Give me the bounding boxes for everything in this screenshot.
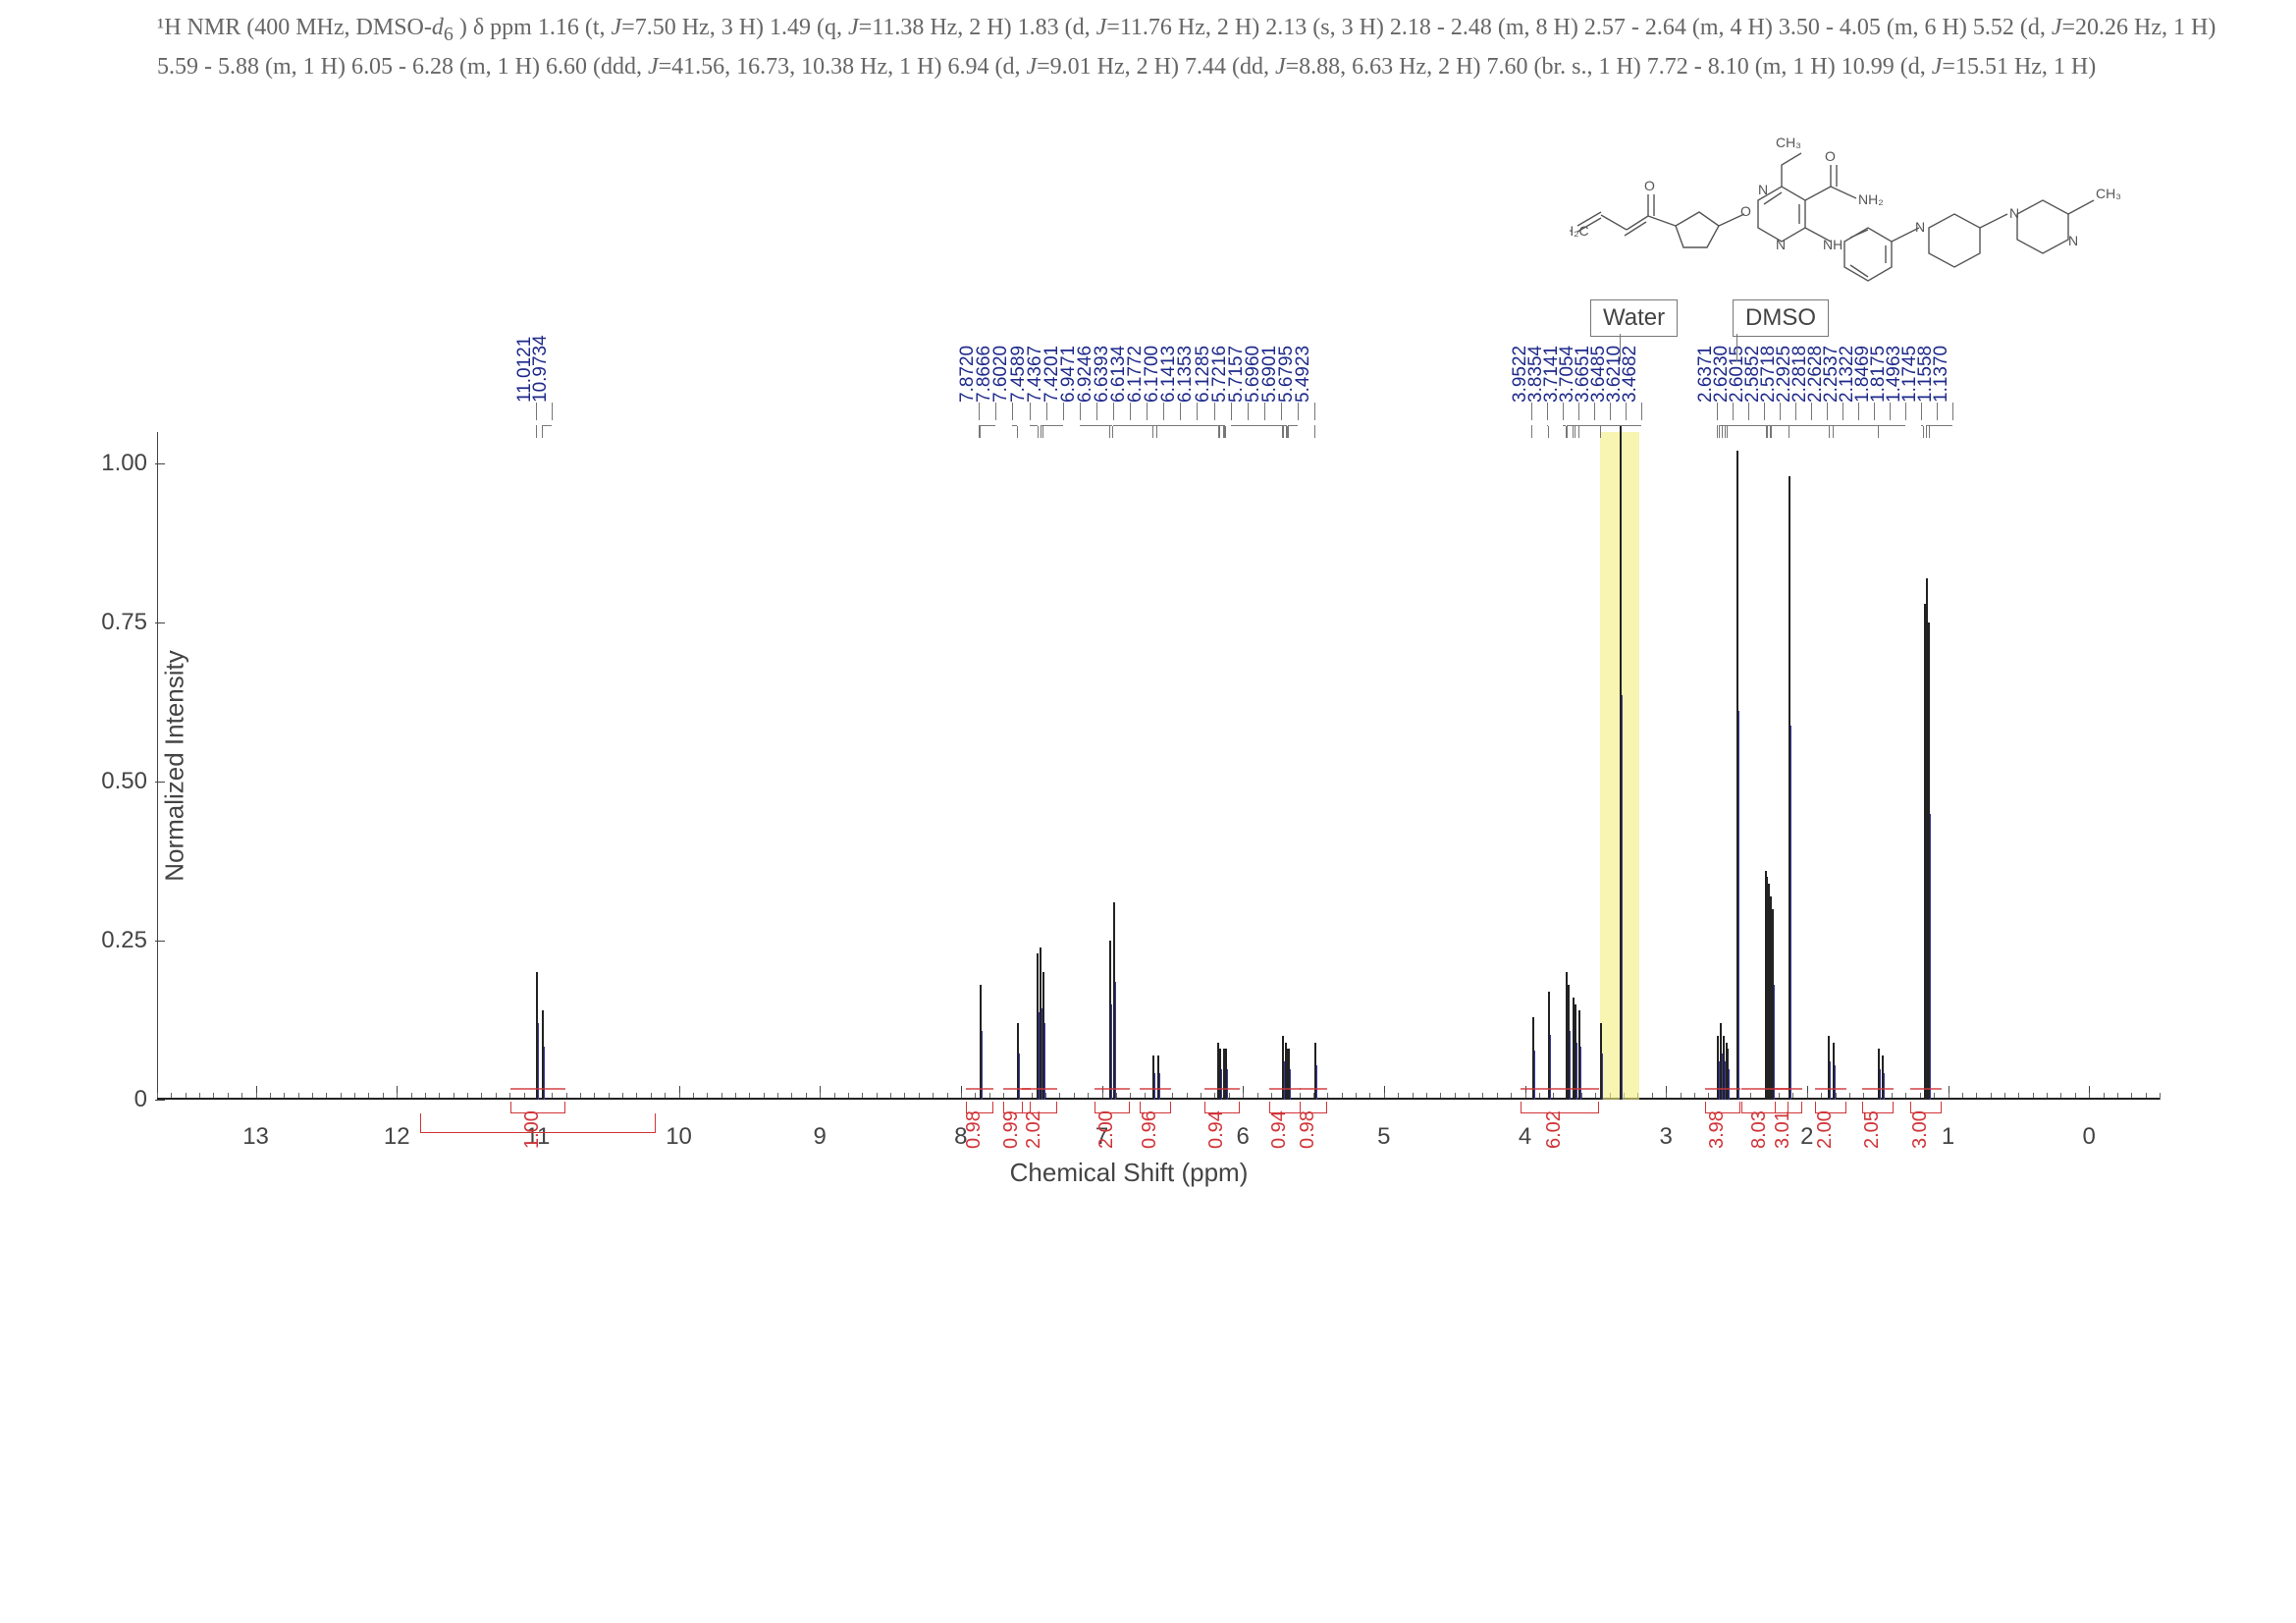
y-tick: 0.75 [88,609,147,636]
integral-label: 0.99 [1000,1110,1023,1149]
y-tick: 0 [88,1086,147,1113]
integral-label: 0.98 [1297,1110,1319,1149]
integral-label: 3.00 [1909,1110,1932,1149]
integral-bracket [1862,1102,1894,1113]
integral-bracket [1705,1102,1740,1113]
integral-bracket [966,1102,993,1113]
label-o1: O [1644,178,1655,193]
integral-label: 3.01 [1772,1110,1794,1149]
peak-labels-group: 11.012110.97347.87207.86667.60207.45897.… [157,236,2160,432]
integral-bracket [1300,1102,1327,1113]
integral-bracket [1140,1102,1171,1113]
solvent-label-dmso: DMSO [1733,299,1829,337]
integral-bracket [1204,1102,1240,1113]
peak-label: 10.9734 [530,335,552,403]
label-ch3-left: CH₃ [1776,135,1801,150]
peak-label: 3.4682 [1620,346,1641,403]
peak-label: 1.1370 [1931,346,1952,403]
solvent-label-water: Water [1590,299,1678,337]
y-tick: 1.00 [88,450,147,477]
peak-label: 5.4923 [1293,346,1314,403]
svg-text:N: N [1915,219,1925,235]
integral-bracket [1910,1102,1942,1113]
x-axis-label: Chemical Shift (ppm) [1010,1158,1249,1188]
integral-label: 3.98 [1706,1110,1729,1149]
integral-label: 0.94 [1205,1110,1228,1149]
plot-area [157,432,2160,1100]
y-tick: 0.25 [88,927,147,954]
integral-bracket [1095,1102,1130,1113]
integral-bracket [1022,1102,1057,1113]
integral-label: 2.02 [1023,1110,1045,1149]
integral-bracket [1521,1102,1599,1113]
integral-label: 2.00 [1814,1110,1837,1149]
nmr-prefix: ¹H NMR (400 MHz, DMSO-d6 ) δ ppm 1.16 (t… [157,15,2216,80]
integrals-group: 1.000.980.992.022.000.960.940.940.986.02… [157,1090,2160,1159]
label-ch3-top: CH₃ [2096,186,2121,201]
svg-text:N: N [2009,205,2019,221]
integral-label: 2.00 [1095,1110,1118,1149]
label-o2: O [1825,148,1836,164]
integral-label: 6.02 [1543,1110,1566,1149]
integral-bracket [1815,1102,1846,1113]
nmr-description: ¹H NMR (400 MHz, DMSO-d6 ) δ ppm 1.16 (t… [157,10,2247,84]
svg-text:O: O [1740,203,1751,219]
integral-label: 2.05 [1861,1110,1884,1149]
integral-bracket [1775,1102,1802,1113]
label-nh2: NH₂ [1858,191,1884,207]
integral-label: 8.03 [1748,1110,1771,1149]
y-tick: 0.50 [88,768,147,795]
integral-bracket [510,1102,565,1113]
integral-label: 0.98 [963,1110,986,1149]
nmr-spectrum-chart: Normalized Intensity Chemical Shift (ppm… [98,432,2160,1100]
svg-text:N: N [1758,182,1768,197]
integral-label: 0.96 [1139,1110,1161,1149]
integral-label: 0.94 [1268,1110,1291,1149]
